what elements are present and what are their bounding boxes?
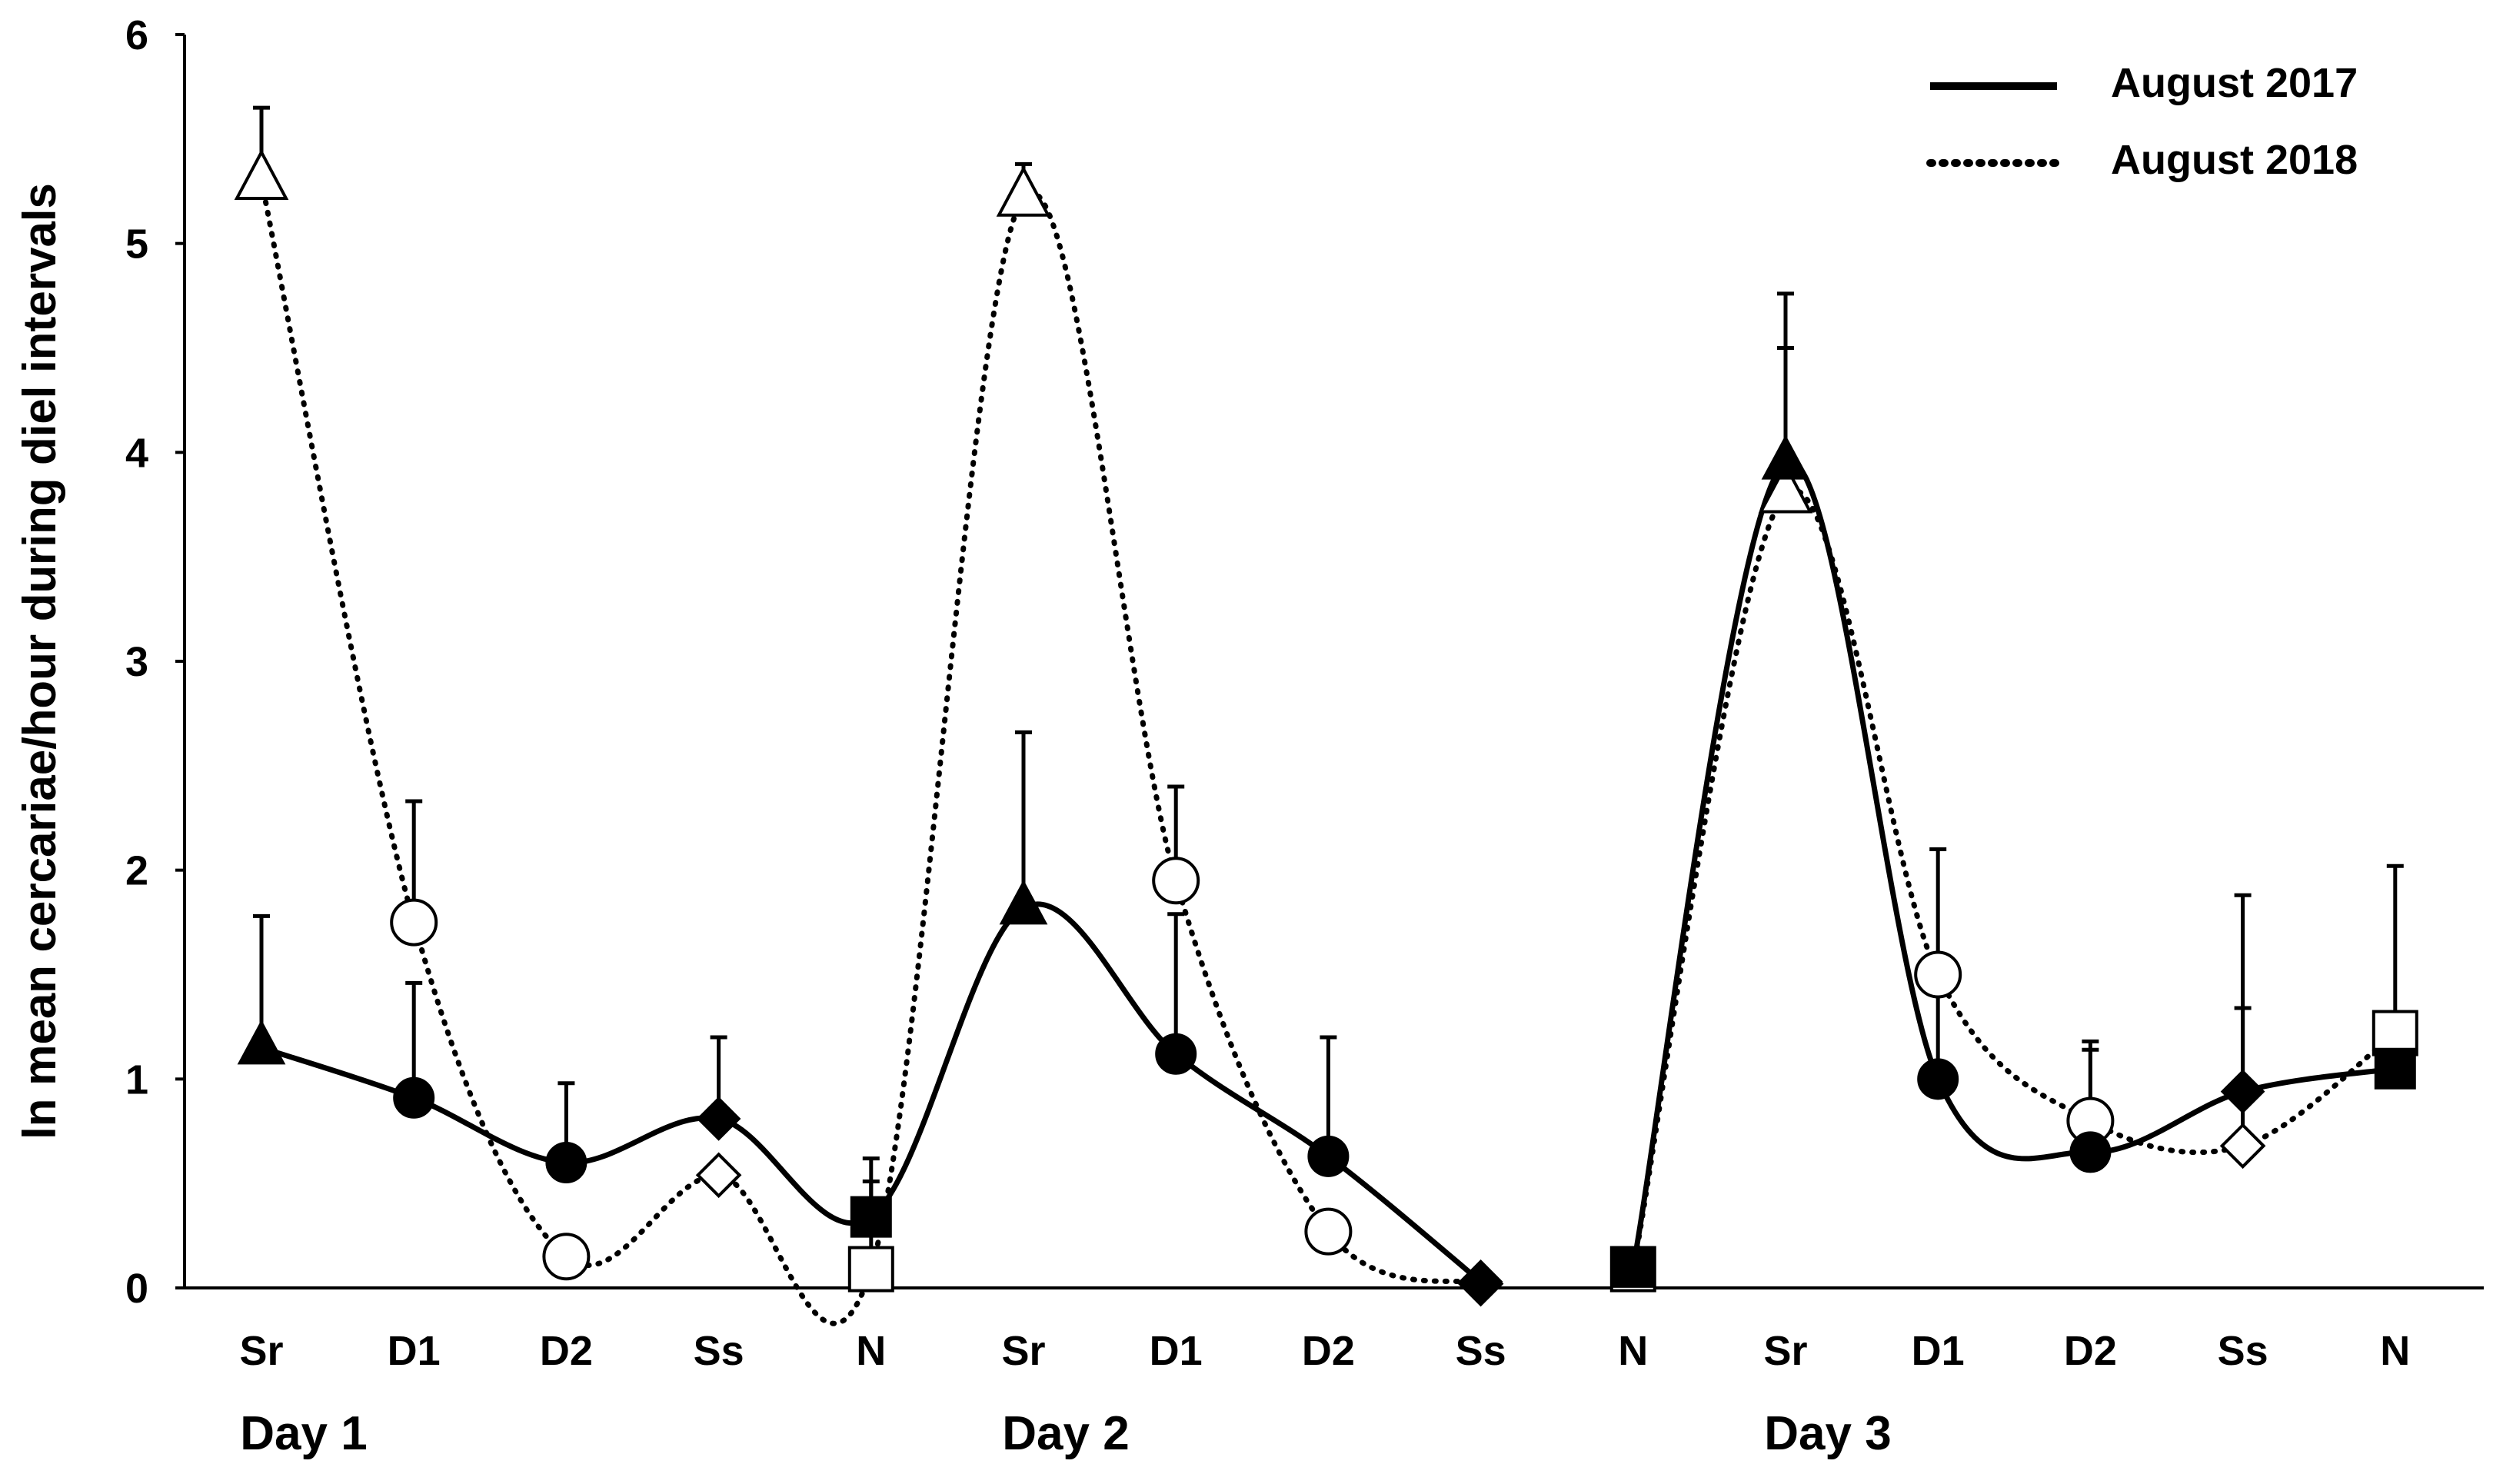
y-ticks: 0 1 2 3 4 5 6 — [125, 12, 185, 1312]
series-line-august-2018 — [258, 178, 1484, 1326]
marker-august-2018-circle — [1152, 857, 1200, 905]
x-category-label: N — [856, 1328, 886, 1374]
legend-label-august-2017: August 2017 — [2111, 60, 2358, 106]
day-label: Day 1 — [240, 1407, 367, 1460]
legend: August 2017 August 2018 — [1926, 60, 2358, 183]
marker-august-2018-circle — [390, 898, 438, 947]
x-category-label: D1 — [1150, 1328, 1203, 1374]
marker-august-2017-circle — [1307, 1135, 1350, 1177]
marker-august-2018-triangle — [996, 165, 1051, 217]
day-labels: Day 1 Day 2 Day 3 — [240, 1407, 1891, 1460]
marker-august-2017-diamond — [1458, 1259, 1503, 1304]
marker-august-2017-square — [850, 1196, 892, 1238]
marker-august-2018-diamond — [2219, 1123, 2266, 1170]
x-category-label: D2 — [1302, 1328, 1355, 1374]
marker-august-2017-triangle — [237, 1020, 286, 1065]
marker-august-2017-circle — [393, 1076, 435, 1119]
marker-august-2018-square — [847, 1246, 894, 1293]
y-tick-label: 4 — [125, 430, 148, 476]
x-category-label: Sr — [239, 1328, 283, 1374]
marker-august-2018-diamond — [695, 1152, 742, 1199]
y-tick-label: 0 — [125, 1266, 148, 1312]
marker-august-2017-diamond — [696, 1096, 741, 1141]
y-tick-label: 3 — [125, 639, 148, 685]
x-category-label: Sr — [1763, 1328, 1807, 1374]
marker-august-2017-square — [1612, 1246, 1654, 1288]
y-tick-label: 6 — [125, 12, 148, 58]
x-category-label: Ss — [694, 1328, 744, 1374]
marker-august-2017-triangle — [999, 880, 1048, 925]
series-line-august-2017 — [1630, 458, 2396, 1268]
marker-august-2018-triangle — [234, 148, 289, 200]
x-category-label: D1 — [388, 1328, 441, 1374]
x-category-label: D2 — [2064, 1328, 2117, 1374]
y-tick-label: 2 — [125, 848, 148, 894]
y-tick-label: 1 — [125, 1056, 148, 1103]
error-bars — [253, 105, 2404, 1269]
legend-label-august-2018: August 2018 — [2111, 137, 2358, 183]
day-label: Day 2 — [1002, 1407, 1129, 1460]
marker-august-2018-circle — [542, 1233, 591, 1281]
series-line-august-2018 — [1630, 487, 2398, 1272]
day-label: Day 3 — [1764, 1407, 1891, 1460]
x-category-label: D2 — [540, 1328, 593, 1374]
x-category-label: Ss — [1456, 1328, 1506, 1374]
marker-august-2018-circle — [1304, 1207, 1353, 1256]
x-category-label: D1 — [1912, 1328, 1965, 1374]
marker-august-2017-circle — [545, 1142, 587, 1183]
series-lines — [258, 178, 2398, 1326]
series-line-august-2017 — [260, 901, 1483, 1284]
x-category-labels: Sr D1 D2 Ss N Sr D1 D2 Ss N Sr D1 D2 Ss N — [239, 1328, 2410, 1374]
marker-august-2017-triangle — [1761, 434, 1810, 480]
marker-august-2017-square — [2374, 1047, 2416, 1090]
marker-august-2018-circle — [1914, 950, 1962, 999]
marker-august-2018-triangle — [1758, 462, 1813, 514]
x-category-label: N — [2380, 1328, 2410, 1374]
x-category-label: Sr — [1001, 1328, 1045, 1374]
axes — [183, 35, 2484, 1289]
x-category-label: N — [1618, 1328, 1648, 1374]
marker-august-2018-square — [2372, 1010, 2418, 1056]
y-axis-label: ln mean cercariae/hour during diel inter… — [14, 183, 65, 1140]
y-tick-label: 5 — [125, 221, 148, 268]
marker-august-2017-circle — [1917, 1058, 1959, 1100]
marker-august-2017-circle — [1155, 1033, 1197, 1075]
marker-august-2017-diamond — [2220, 1069, 2265, 1114]
marker-august-2017-circle — [2069, 1131, 2112, 1173]
data-markers — [234, 148, 2418, 1307]
x-category-label: Ss — [2218, 1328, 2268, 1374]
